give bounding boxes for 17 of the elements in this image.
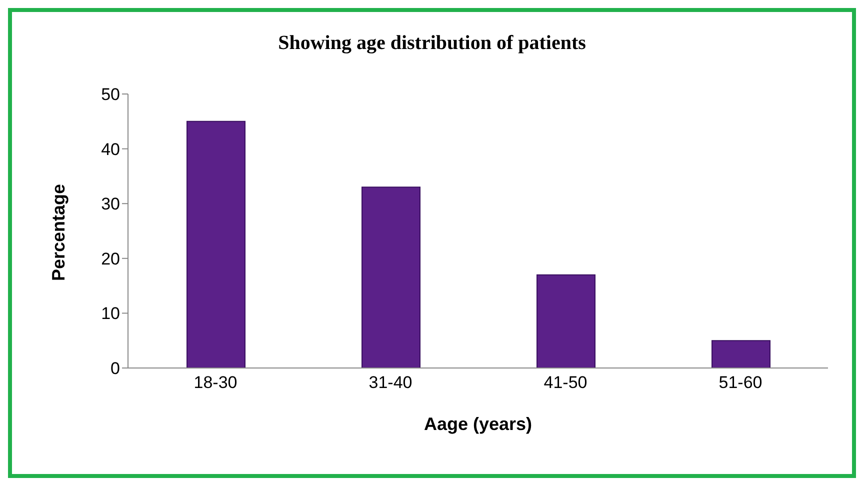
y-tick-label: 10 <box>101 304 120 324</box>
chart-title: Showing age distribution of patients <box>277 32 587 55</box>
bar <box>362 186 420 368</box>
x-tick-label: 18-30 <box>194 373 238 392</box>
x-axis-title: Aage (years) <box>424 414 532 434</box>
y-axis-title: Percentage <box>48 184 68 281</box>
y-tick-label: 0 <box>110 359 120 378</box>
bar <box>186 120 246 368</box>
x-tick-label: 51-60 <box>718 373 762 392</box>
y-tick-label: 20 <box>101 249 120 268</box>
y-tick-label: 40 <box>101 140 120 159</box>
bar <box>536 274 596 368</box>
y-tick-label: 50 <box>101 85 120 104</box>
x-tick-label: 41-50 <box>544 373 588 392</box>
bar <box>712 340 770 368</box>
x-tick-label: 31-40 <box>368 373 412 392</box>
y-tick-label: 30 <box>101 194 120 214</box>
